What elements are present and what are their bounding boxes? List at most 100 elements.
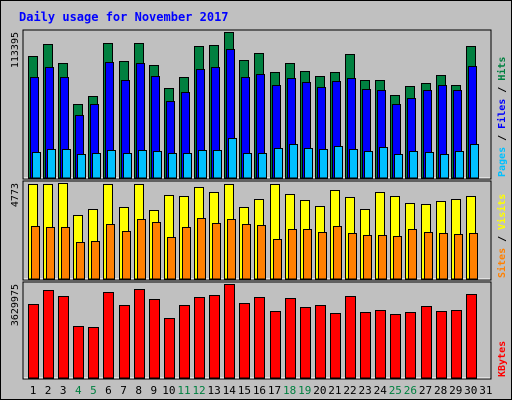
hits-panel-legend-part: Pages: [497, 147, 508, 177]
hits-panel-bar-pages-day-25: [394, 154, 403, 179]
x-tick-label-day-15: 15: [238, 384, 251, 397]
hits-panel-bar-pages-day-19: [304, 148, 313, 179]
visits-panel-bar-sites-day-23: [363, 235, 372, 280]
kbytes-panel-bar-kbytes-day-22: [345, 296, 356, 379]
kbytes-panel-bar-kbytes-day-29: [451, 310, 462, 379]
kbytes-panel-bar-kbytes-day-4: [73, 326, 84, 379]
hits-panel-bar-pages-day-6: [107, 150, 116, 179]
hits-panel-bar-pages-day-23: [364, 151, 373, 179]
kbytes-panel-bar-kbytes-day-7: [119, 305, 130, 379]
x-axis-tick-labels: 1 2 3 4 5 6 7 8 9 10 11 12 13 14 15 16 17 18 19 20 21 22 23 24 2…: [30, 384, 493, 397]
hits-panel-bar-pages-day-18: [289, 144, 298, 179]
kbytes-panel-bar-kbytes-day-2: [43, 290, 54, 379]
x-tick-label-day-20: 20: [313, 384, 326, 397]
x-tick-label-day-29: 29: [449, 384, 462, 397]
visits-panel-legend-part: /: [497, 230, 508, 248]
x-tick-label-day-3: 3: [60, 384, 67, 397]
x-tick-label-day-30: 30: [464, 384, 477, 397]
visits-panel-bar-sites-day-27: [424, 232, 433, 280]
visits-panel-bar-sites-day-17: [273, 239, 282, 280]
visits-panel-bar-sites-day-16: [257, 225, 266, 280]
hits-panel-bar-pages-day-14: [228, 138, 237, 179]
visits-panel-bar-sites-day-14: [227, 219, 236, 280]
hits-panel-bar-pages-day-2: [47, 149, 56, 179]
visits-panel-bar-sites-day-7: [122, 231, 131, 280]
hits-panel-bar-pages-day-1: [32, 152, 41, 179]
hits-panel-legend-part: Files: [496, 99, 508, 129]
x-tick-label-day-21: 21: [328, 384, 341, 397]
kbytes-panel-bar-kbytes-day-9: [149, 299, 160, 379]
kbytes-panel-bar-kbytes-day-28: [436, 311, 447, 379]
visits-panel-bar-sites-day-22: [348, 233, 357, 280]
x-tick-label-day-2: 2: [45, 384, 52, 397]
kbytes-panel-bar-kbytes-day-11: [179, 305, 190, 379]
x-tick-label-day-13: 13: [208, 384, 221, 397]
x-tick-label-day-16: 16: [253, 384, 266, 397]
hits-panel-bar-pages-day-7: [123, 153, 132, 179]
kbytes-panel-bar-kbytes-day-13: [209, 295, 220, 379]
hits-panel-bar-pages-day-15: [243, 153, 252, 179]
hits-panel-bar-pages-day-28: [440, 154, 449, 179]
hits-panel-legend: Pages / Files / Hits: [496, 57, 508, 177]
x-tick-label-day-12: 12: [192, 384, 205, 397]
visits-panel-bar-sites-day-21: [333, 226, 342, 280]
kbytes-panel-bar-kbytes-day-8: [134, 289, 145, 379]
hits-panel-legend-part: /: [497, 81, 508, 99]
visits-panel: 4773 Sites / Visits: [10, 180, 508, 281]
hits-panel-bar-pages-day-12: [198, 150, 207, 179]
kbytes-panel-bar-kbytes-day-15: [239, 303, 250, 379]
hits-panel-bar-pages-day-16: [258, 153, 267, 179]
kbytes-panel-bar-kbytes-day-23: [360, 312, 371, 379]
visits-panel-bar-sites-day-20: [318, 232, 327, 280]
visits-panel-bar-sites-day-11: [182, 227, 191, 280]
x-tick-label-day-24: 24: [374, 384, 388, 397]
x-tick-label-day-19: 19: [298, 384, 311, 397]
kbytes-panel-bar-kbytes-day-26: [405, 312, 416, 379]
hits-panel-bar-pages-day-20: [319, 149, 328, 179]
hits-panel-bar-pages-day-4: [77, 154, 86, 179]
visits-panel-legend: Sites / Visits: [496, 194, 508, 278]
visits-panel-bar-sites-day-24: [378, 235, 387, 280]
visits-panel-bar-sites-day-30: [469, 233, 478, 280]
hits-panel: 113395 Pages / Files / Hits: [10, 29, 508, 180]
visits-panel-legend-part: Visits: [496, 194, 508, 230]
visits-panel-bar-sites-day-18: [288, 229, 297, 280]
chart-panels: 113395 Pages / Files / Hits 4773 Sites / Vi…: [10, 29, 508, 380]
kbytes-panel-bar-kbytes-day-12: [194, 297, 205, 379]
kbytes-panel-bar-kbytes-day-16: [254, 297, 265, 379]
kbytes-panel-bar-kbytes-day-27: [421, 306, 432, 379]
kbytes-panel-bar-kbytes-day-5: [88, 327, 99, 379]
visits-panel-bar-sites-day-28: [439, 233, 448, 280]
x-tick-label-day-22: 22: [343, 384, 356, 397]
visits-panel-bar-sites-day-15: [242, 224, 251, 280]
hits-panel-bar-pages-day-24: [379, 147, 388, 179]
kbytes-panel-bar-kbytes-day-24: [375, 310, 386, 379]
hits-panel-bar-pages-day-26: [409, 151, 418, 179]
kbytes-panel-ymax-label: 3629975: [10, 284, 21, 326]
kbytes-panel-bar-kbytes-day-18: [285, 298, 296, 379]
hits-panel-bar-pages-day-11: [183, 153, 192, 179]
kbytes-panel-bar-kbytes-day-30: [466, 294, 477, 379]
hits-panel-bar-pages-day-29: [455, 151, 464, 179]
visits-panel-bar-sites-day-2: [46, 227, 55, 280]
x-tick-label-day-11: 11: [177, 384, 190, 397]
hits-panel-bar-pages-day-10: [168, 153, 177, 179]
visits-panel-legend-part: Sites: [496, 248, 508, 278]
x-tick-label-day-27: 27: [419, 384, 432, 397]
x-tick-label-day-25: 25: [389, 384, 402, 397]
x-tick-label-day-9: 9: [150, 384, 157, 397]
hits-panel-legend-part: Hits: [496, 57, 508, 81]
visits-panel-bar-sites-day-12: [197, 218, 206, 280]
hits-panel-bar-pages-day-30: [470, 144, 479, 179]
hits-panel-bar-pages-day-27: [425, 152, 434, 179]
hits-panel-legend-part: /: [497, 129, 508, 147]
x-tick-label-day-14: 14: [223, 384, 237, 397]
x-tick-label-day-5: 5: [90, 384, 97, 397]
x-tick-label-day-26: 26: [404, 384, 417, 397]
x-tick-label-day-23: 23: [359, 384, 372, 397]
kbytes-panel-legend: KBytes: [497, 341, 508, 377]
visits-panel-bar-sites-day-19: [303, 229, 312, 280]
visits-panel-bar-sites-day-3: [61, 227, 70, 280]
visits-panel-bar-sites-day-13: [212, 223, 221, 280]
